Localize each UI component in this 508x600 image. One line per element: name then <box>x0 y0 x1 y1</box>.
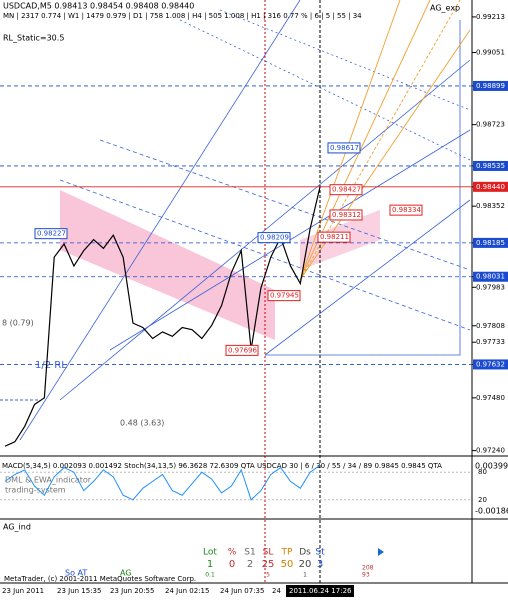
y-tick-label: 0.98031 <box>476 273 505 281</box>
price-box <box>34 228 68 240</box>
y-tick-label: 0.98899 <box>476 82 505 90</box>
y-tick-label: 0.98352 <box>476 202 505 210</box>
y-tick-label: 0.97240 <box>476 447 505 455</box>
price-box <box>389 204 423 216</box>
x-tick-label: 23 Jun 20:55 <box>110 587 154 595</box>
osc-title: MACD(5,34,5) 0.002093 0.001492 Stoch(34,… <box>2 462 442 470</box>
stoch-line <box>4 464 321 501</box>
price-box-label: 0.97945 <box>270 292 299 300</box>
x-tick-label: 23 Jun 15:35 <box>57 587 101 595</box>
y-tick-label: 80 <box>478 468 487 476</box>
osc-axis-label: -0.00186 <box>475 507 508 516</box>
price-box <box>329 209 363 221</box>
column-label: % <box>228 548 237 558</box>
price-tag <box>473 271 508 282</box>
price-box <box>327 142 361 154</box>
counter: 93 <box>362 572 370 579</box>
column-label: S1 <box>244 548 255 558</box>
annotation: 1/2 RL <box>35 360 67 371</box>
price-box <box>317 231 351 243</box>
column-label: TP <box>281 548 293 558</box>
column-label: St <box>315 548 325 558</box>
column-label: Ds <box>299 548 311 558</box>
column-label: SL <box>263 548 274 558</box>
y-tick-label: 0.98440 <box>476 183 505 191</box>
price-box <box>257 232 291 244</box>
price-box-label: 0.98209 <box>260 234 289 242</box>
x-tick-label: 23 Jun 2011 <box>2 587 44 595</box>
button[interactable]: AG <box>120 569 132 578</box>
column-sub: 0.1 <box>205 572 215 579</box>
price-box-label: 0.98227 <box>37 230 66 238</box>
column-value: 3 <box>317 559 323 570</box>
price-tag <box>473 359 508 370</box>
price-box <box>329 184 363 196</box>
y-tick-label: 20 <box>478 496 487 504</box>
button[interactable]: So AT <box>65 569 87 578</box>
y-tick-label: 0.99051 <box>476 49 505 57</box>
cursor-time: 2011.06.24 17:26 <box>289 587 352 595</box>
stats-line: MN | 2317 0.774 | W1 | 1479 0.979 | D1 |… <box>3 12 362 20</box>
annotation: 0.48 (3.63) <box>120 419 164 428</box>
static-label: RL_Static=30.5 <box>3 34 64 43</box>
counter: 208 <box>362 565 374 572</box>
play-icon[interactable] <box>378 548 384 556</box>
price-tag <box>473 237 508 248</box>
price-box-label: 0.98312 <box>332 211 361 219</box>
cursor-time-box <box>286 585 354 597</box>
column-value: 20 <box>299 559 312 570</box>
price-tag <box>473 80 508 91</box>
price-tag <box>473 160 508 171</box>
y-tick-label: 0.98185 <box>476 239 505 247</box>
osc-axis-label: 0.003999 <box>475 462 508 471</box>
y-tick-label: 0.97632 <box>476 360 505 368</box>
x-tick-label: 24 Jun 02:15 <box>165 587 209 595</box>
column-value: 0 <box>229 559 235 570</box>
osc-overlay: DML & EWA_indicator <box>5 476 92 485</box>
price-tag <box>473 181 508 192</box>
column-value: 2 <box>247 559 253 570</box>
x-tick-label: 24 <box>272 587 281 595</box>
price-box-label: 0.97696 <box>228 346 257 354</box>
y-tick-label: 0.99213 <box>476 13 505 21</box>
y-tick-label: 0.97733 <box>476 338 505 346</box>
indicator-name: AG_exp <box>430 4 460 13</box>
column-label: Lot <box>203 548 217 558</box>
osc-overlay: trading-system <box>5 486 66 495</box>
y-tick-label: 0.97983 <box>476 283 505 291</box>
x-tick-label: 24 Jun 07:35 <box>220 587 264 595</box>
column-value: 1 <box>207 559 213 570</box>
price-box <box>225 344 259 356</box>
y-tick-label: 0.98723 <box>476 121 505 129</box>
y-tick-label: 0.97808 <box>476 322 505 330</box>
symbol-line: USDCAD,M5 0.98413 0.98454 0.98408 0.9844… <box>3 2 194 11</box>
price-box-label: 0.98427 <box>332 186 361 194</box>
y-tick-label: 0.98535 <box>476 162 505 170</box>
price-box-label: 0.98211 <box>320 233 349 241</box>
price-box <box>267 290 301 302</box>
copyright: MetaTrader, (c) 2001-2011 MetaQuotes Sof… <box>4 575 196 583</box>
column-value: 50 <box>281 559 294 570</box>
channel <box>60 190 275 340</box>
column-value: 25 <box>262 559 275 570</box>
price-box-label: 0.98617 <box>330 144 359 152</box>
panel-title: AG_ind <box>3 523 31 532</box>
price-box-label: 0.98334 <box>392 206 421 214</box>
column-sub: 1 <box>303 572 307 579</box>
price-line <box>4 186 321 447</box>
y-tick-label: 0.97480 <box>476 394 505 402</box>
annotation: 8 (0.79) <box>2 319 34 328</box>
column-sub: 5 <box>266 572 270 579</box>
